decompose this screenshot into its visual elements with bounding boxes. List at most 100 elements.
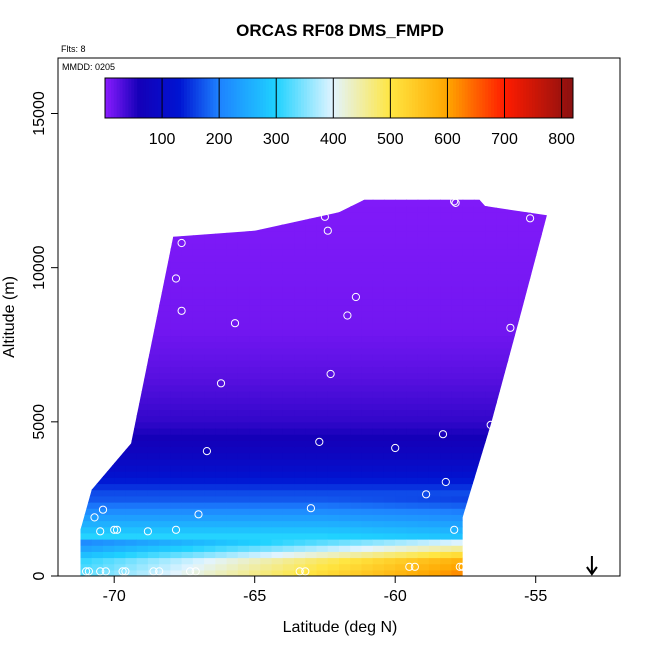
- heatmap-cell: [507, 304, 520, 312]
- heatmap-cell: [192, 415, 205, 423]
- heatmap-cell: [530, 563, 542, 571]
- heatmap-cell: [181, 335, 194, 343]
- heatmap-cell: [91, 489, 104, 497]
- heatmap-cell: [91, 267, 104, 275]
- heatmap-cell: [383, 310, 396, 318]
- heatmap-cell: [361, 267, 374, 275]
- heatmap-cell: [249, 489, 261, 497]
- heatmap-cell: [305, 280, 318, 287]
- heatmap-cell: [372, 465, 385, 472]
- heatmap-cell: [327, 347, 340, 355]
- heatmap-cell: [181, 495, 194, 503]
- heatmap-cell: [507, 243, 520, 250]
- flight-point: [450, 525, 459, 534]
- heatmap-cell: [316, 397, 329, 404]
- heatmap-cell: [249, 360, 261, 367]
- heatmap-cell: [372, 249, 385, 256]
- colorbar-segment: [429, 78, 434, 118]
- heatmap-cell: [237, 384, 250, 392]
- heatmap-cell: [496, 236, 509, 244]
- colorbar-segment: [254, 78, 258, 118]
- heatmap-cell: [159, 372, 171, 380]
- heatmap-cell: [372, 551, 385, 559]
- heatmap-cell: [507, 267, 520, 275]
- heatmap-cell: [102, 477, 115, 485]
- heatmap-cell: [80, 428, 82, 435]
- heatmap-cell: [462, 440, 475, 448]
- flight-points: [82, 197, 535, 576]
- heatmap-cell: [215, 273, 228, 281]
- heatmap-cell: [114, 563, 127, 571]
- heatmap-cell: [350, 249, 363, 256]
- heatmap-cell: [530, 360, 542, 367]
- heatmap-cell: [170, 354, 183, 361]
- heatmap-cell: [181, 471, 194, 478]
- heatmap-cell: [473, 446, 486, 454]
- colorbar-segment: [286, 78, 290, 118]
- heatmap-cell: [518, 458, 531, 466]
- heatmap-cell: [114, 199, 127, 207]
- heatmap-cell: [530, 236, 542, 244]
- colorbar-segment: [426, 78, 431, 118]
- colorbar-segment: [122, 78, 126, 118]
- heatmap-cell: [260, 403, 273, 411]
- heatmap-cell: [282, 372, 295, 380]
- heatmap-cell: [192, 199, 205, 207]
- colorbar-segment: [537, 78, 542, 118]
- heatmap-cell: [327, 341, 340, 349]
- heatmap-cell: [271, 255, 284, 263]
- heatmap-cell: [339, 292, 351, 300]
- heatmap-cell: [541, 471, 547, 478]
- heatmap-cell: [114, 545, 127, 552]
- heatmap-cell: [372, 483, 385, 491]
- heatmap-cell: [530, 323, 542, 330]
- heatmap-cell: [428, 378, 441, 386]
- heatmap-cell: [553, 527, 565, 534]
- colorbar-segment: [371, 78, 375, 118]
- heatmap-cell: [417, 384, 430, 392]
- heatmap-cell: [417, 366, 430, 374]
- heatmap-cell: [260, 415, 273, 423]
- heatmap-cell: [440, 483, 452, 491]
- heatmap-cell: [147, 267, 160, 275]
- heatmap-cell: [204, 483, 216, 491]
- heatmap-cell: [339, 206, 351, 213]
- heatmap-cell: [339, 199, 351, 207]
- heatmap-cell: [170, 502, 183, 509]
- heatmap-cell: [102, 273, 115, 281]
- heatmap-cell: [395, 415, 408, 423]
- heatmap-cell: [553, 545, 565, 552]
- colorbar-segment: [423, 78, 428, 118]
- heatmap-cell: [181, 329, 194, 337]
- colorbar-segment: [561, 78, 565, 118]
- heatmap-cell: [80, 230, 82, 238]
- heatmap-cell: [80, 434, 82, 441]
- heatmap-cell: [170, 298, 183, 306]
- colorbar-segment: [397, 78, 401, 118]
- heatmap-cell: [462, 532, 475, 540]
- heatmap-cell: [136, 206, 149, 213]
- heatmap-cell: [361, 489, 374, 497]
- heatmap-cell: [181, 434, 194, 441]
- heatmap-cell: [361, 273, 374, 281]
- heatmap-cell: [327, 292, 340, 300]
- heatmap-cell: [473, 508, 486, 515]
- heatmap-cell: [518, 249, 531, 256]
- heatmap-cell: [361, 458, 374, 466]
- heatmap-cell: [114, 434, 127, 441]
- heatmap-cell: [282, 261, 295, 269]
- heatmap-cell: [125, 199, 138, 207]
- heatmap-cell: [428, 569, 441, 577]
- heatmap-cell: [136, 218, 149, 226]
- heatmap-cell: [350, 440, 363, 448]
- flight-point: [96, 567, 105, 576]
- heatmap-cell: [181, 477, 194, 485]
- heatmap-cell: [136, 372, 149, 380]
- heatmap-cell: [114, 286, 127, 293]
- heatmap-cell: [271, 384, 284, 392]
- heatmap-cell: [473, 366, 486, 374]
- flight-point: [191, 567, 200, 576]
- heatmap-cell: [80, 354, 93, 361]
- heatmap-cell: [226, 199, 239, 207]
- heatmap-cell: [406, 440, 419, 448]
